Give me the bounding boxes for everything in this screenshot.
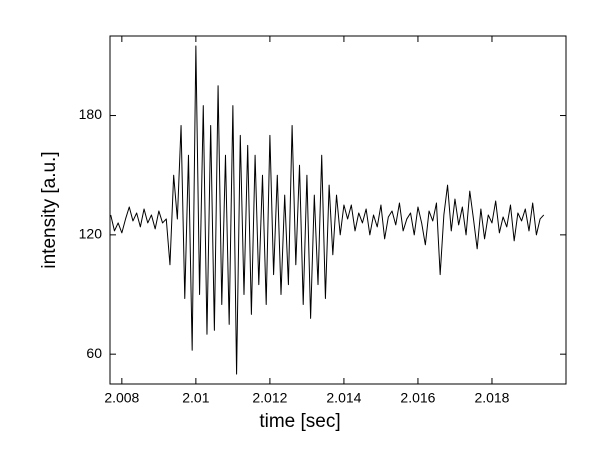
x-tick-label: 2.012 — [252, 390, 287, 406]
y-tick-label: 120 — [79, 226, 103, 242]
x-tick-label: 2.018 — [474, 390, 509, 406]
data-line — [110, 45, 545, 375]
plot-frame — [109, 35, 567, 385]
y-tick-label: 180 — [79, 106, 103, 122]
y-tick-label: 60 — [86, 345, 102, 361]
x-tick-label: 2.01 — [182, 390, 209, 406]
x-axis-label: time [sec] — [259, 411, 340, 432]
x-tick-label: 2.014 — [326, 390, 361, 406]
y-axis-label: intensity [a.u.] — [39, 151, 60, 268]
x-tick-label: 2.016 — [400, 390, 435, 406]
x-tick-label: 2.008 — [104, 390, 139, 406]
